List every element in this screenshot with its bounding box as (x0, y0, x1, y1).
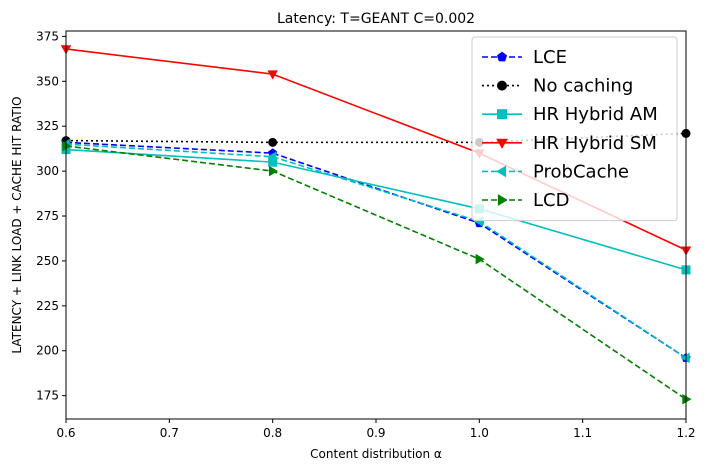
x-axis: 0.6 0.7 0.8 0.9 1.0 1.1 1.2 (56, 419, 696, 440)
y-axis: 175 200 225 250 275 300 325 350 375 (36, 29, 66, 403)
legend-swatch-marker (496, 51, 508, 62)
legend-label: HR Hybrid AM (533, 104, 658, 125)
series-line (65, 148, 687, 271)
series-line (65, 145, 687, 400)
x-axis-label: Content distribution α (310, 447, 442, 461)
series-lcd (62, 140, 692, 405)
legend-label: HR Hybrid SM (533, 133, 657, 154)
legend: LCE No caching HR Hybrid AM HR Hybrid SM Pro… (471, 36, 678, 222)
legend-swatch-marker (496, 138, 508, 149)
legend-swatch-marker (497, 194, 508, 206)
y-tick-label: 225 (36, 299, 59, 313)
data-point (267, 70, 278, 80)
y-tick-label: 350 (36, 74, 59, 88)
y-tick-label: 325 (36, 119, 59, 133)
data-point (268, 165, 279, 177)
y-tick-label: 275 (36, 209, 59, 223)
legend-label: LCE (533, 47, 567, 68)
y-tick-label: 175 (36, 389, 59, 403)
legend-item: No caching (482, 76, 633, 97)
x-tick-label: 0.8 (263, 426, 282, 440)
x-tick-label: 0.9 (366, 426, 385, 440)
legend-item: HR Hybrid AM (482, 104, 658, 125)
data-point (268, 137, 278, 147)
legend-label: LCD (533, 190, 569, 211)
series-line (65, 143, 687, 359)
x-tick-label: 0.6 (56, 426, 75, 440)
data-point (62, 140, 72, 152)
y-tick-label: 250 (36, 254, 59, 268)
data-point (267, 151, 277, 163)
legend-label: No caching (533, 76, 633, 97)
legend-label: ProbCache (533, 161, 629, 182)
legend-swatch-marker (497, 80, 507, 91)
y-tick-label: 200 (36, 344, 59, 358)
legend-item: LCE (482, 47, 567, 68)
x-tick-label: 0.7 (160, 426, 179, 440)
legend-swatch-marker (497, 109, 507, 120)
data-point (475, 253, 485, 265)
y-tick-label: 300 (36, 164, 59, 178)
x-tick-label: 1.2 (676, 426, 695, 440)
series-line (65, 141, 687, 359)
y-axis-label: LATENCY + LINK LOAD + CACHE HIT RATIO (10, 96, 24, 353)
legend-item: ProbCache (482, 161, 629, 182)
y-tick-label: 375 (36, 29, 59, 43)
x-tick-label: 1.1 (573, 426, 592, 440)
x-tick-label: 1.0 (470, 426, 489, 440)
legend-box (471, 36, 678, 222)
data-point (680, 352, 690, 364)
chart-title: Latency: T=GEANT C=0.002 (277, 11, 475, 27)
legend-swatch-marker (496, 165, 507, 178)
legend-item: HR Hybrid SM (482, 133, 657, 154)
legend-item: LCD (482, 190, 569, 211)
data-point (682, 393, 692, 405)
